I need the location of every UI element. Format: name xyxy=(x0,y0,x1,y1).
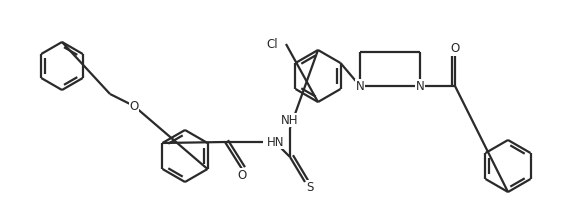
Text: Cl: Cl xyxy=(266,37,278,50)
Text: NH: NH xyxy=(281,114,299,127)
Text: O: O xyxy=(451,41,460,54)
Text: N: N xyxy=(355,80,365,93)
Text: HN: HN xyxy=(267,136,285,149)
Text: O: O xyxy=(130,99,139,112)
Text: N: N xyxy=(415,80,424,93)
Text: S: S xyxy=(306,181,314,194)
Text: O: O xyxy=(237,168,247,181)
